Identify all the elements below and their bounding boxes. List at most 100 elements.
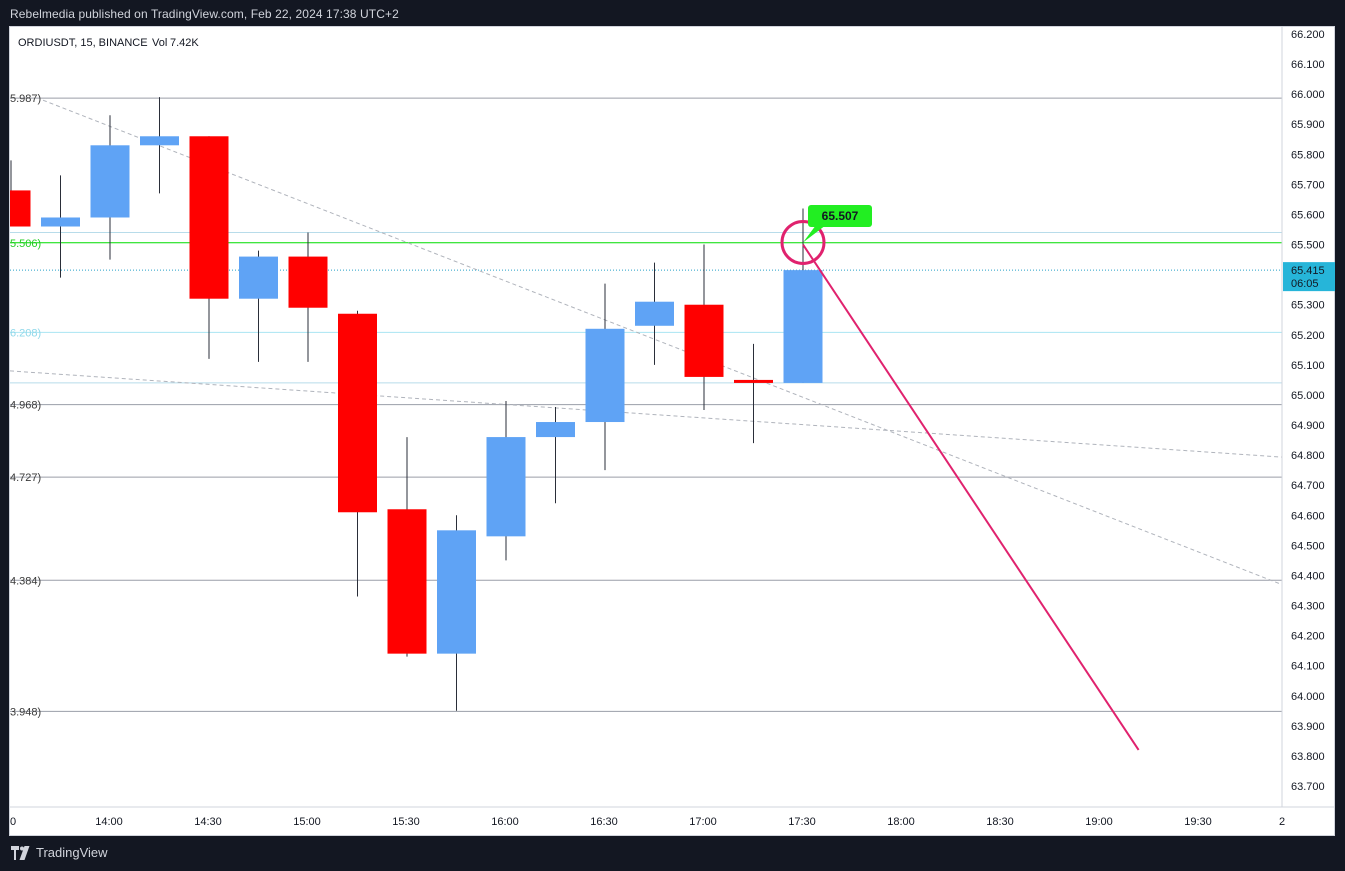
level-label: 4.968) — [10, 400, 41, 412]
price-axis-bg — [1282, 27, 1334, 807]
x-tick-label: 17:30 — [788, 816, 816, 828]
y-tick-label: 64.100 — [1291, 661, 1325, 673]
y-tick-label: 65.800 — [1291, 149, 1325, 161]
y-tick-label: 65.000 — [1291, 390, 1325, 402]
x-tick-label: 14:00 — [95, 816, 123, 828]
level-label: 5.987) — [10, 93, 41, 105]
candle[interactable] — [734, 343, 773, 444]
level-label: 4.727) — [10, 472, 41, 484]
y-tick-label: 65.100 — [1291, 360, 1325, 372]
annotations[interactable]: 65.507 — [780, 205, 1140, 751]
footer-brand: TradingView — [36, 845, 108, 860]
y-tick-label: 65.300 — [1291, 300, 1325, 312]
y-tick-label: 64.900 — [1291, 420, 1325, 432]
y-tick-label: 66.000 — [1291, 89, 1325, 101]
y-tick-label: 65.700 — [1291, 179, 1325, 191]
candle-body — [734, 379, 773, 383]
projection-arrow[interactable] — [802, 244, 1140, 751]
candle-body — [783, 270, 823, 383]
y-tick-label: 64.000 — [1291, 691, 1325, 703]
y-tick-label: 64.800 — [1291, 450, 1325, 462]
volume-label: Vol — [152, 37, 167, 49]
candle[interactable] — [90, 115, 130, 260]
candle[interactable] — [140, 97, 179, 194]
candle[interactable] — [239, 250, 278, 362]
candle-body — [140, 136, 179, 146]
current-price-label: 65.415 — [1291, 265, 1325, 277]
axes[interactable]: 66.200 66.100 66.000 65.900 65.800 65.700 65.6… — [10, 27, 1335, 828]
x-tick-label: 18:30 — [986, 816, 1014, 828]
candles[interactable] — [10, 97, 823, 711]
x-tick-label: 2 — [1279, 816, 1285, 828]
x-tick-label: 19:30 — [1184, 816, 1212, 828]
callout-badge[interactable] — [808, 205, 872, 227]
highlight-circle[interactable] — [780, 219, 826, 265]
y-tick-label: 63.700 — [1291, 781, 1325, 793]
tradingview-logo-icon — [11, 845, 30, 860]
x-tick-label: 15:00 — [293, 816, 321, 828]
candle[interactable] — [536, 406, 575, 504]
level-labels: 5.987) 5.506) 6.208) 4.968) 4.727) 4.384) 3.94… — [10, 93, 41, 718]
candle-body — [437, 530, 476, 654]
level-label: 4.384) — [10, 575, 41, 587]
candle-body — [585, 328, 625, 423]
x-tick-label: 16:00 — [491, 816, 519, 828]
candle-body — [10, 190, 31, 227]
volume-value: 7.42K — [170, 37, 199, 49]
candle[interactable] — [783, 208, 823, 383]
candle-body — [387, 509, 427, 654]
x-tick-label: 15:30 — [392, 816, 420, 828]
countdown-label: 06:05 — [1291, 278, 1319, 290]
candle-body — [486, 437, 526, 537]
x-tick-label: 14:30 — [194, 816, 222, 828]
trendlines[interactable] — [9, 99, 1298, 591]
candle[interactable] — [387, 437, 427, 657]
candle[interactable] — [41, 175, 80, 278]
candle[interactable] — [684, 244, 724, 410]
candle[interactable] — [10, 160, 31, 227]
level-label: 5.506) — [10, 238, 41, 250]
trendline[interactable] — [9, 370, 1298, 459]
candle-body — [635, 301, 674, 326]
y-tick-label: 63.900 — [1291, 721, 1325, 733]
symbol-label[interactable]: ORDIUSDT, 15, BINANCE — [18, 37, 148, 49]
candle[interactable] — [338, 310, 377, 597]
x-tick-label: 16:30 — [590, 816, 618, 828]
x-tick-label: 18:00 — [887, 816, 915, 828]
level-label: 6.208) — [10, 327, 41, 339]
y-tick-label: 64.500 — [1291, 540, 1325, 552]
symbol-legend[interactable]: ORDIUSDT, 15, BINANCE Vol 7.42K — [18, 37, 199, 49]
candle-body — [288, 256, 328, 308]
candle-body — [41, 217, 80, 227]
y-tick-label: 64.300 — [1291, 601, 1325, 613]
candle[interactable] — [288, 232, 328, 362]
candle-body — [684, 304, 724, 377]
candle[interactable] — [585, 283, 625, 471]
trendline[interactable] — [42, 99, 1298, 591]
x-tick-label: 17:00 — [689, 816, 717, 828]
y-tick-label: 65.500 — [1291, 240, 1325, 252]
footer: TradingView — [11, 845, 108, 860]
y-tick-label: 64.700 — [1291, 480, 1325, 492]
y-tick-label: 65.900 — [1291, 119, 1325, 131]
candle-body — [90, 145, 130, 218]
candle-body — [239, 256, 278, 299]
chart-frame[interactable] — [9, 26, 1335, 836]
candle[interactable] — [486, 400, 526, 561]
x-tick-label: 0 — [10, 816, 16, 828]
callout-price-label: 65.507 — [822, 209, 859, 223]
candle[interactable] — [189, 136, 229, 359]
y-tick-label: 65.600 — [1291, 209, 1325, 221]
current-price-badge[interactable] — [1283, 262, 1335, 292]
level-label: 3.948) — [10, 706, 41, 718]
y-tick-label: 65.200 — [1291, 330, 1325, 342]
y-tick-label: 64.600 — [1291, 510, 1325, 522]
level-lines — [10, 97, 1282, 712]
candle-body — [189, 136, 229, 299]
candle[interactable] — [437, 515, 476, 711]
y-tick-label: 66.200 — [1291, 29, 1325, 41]
candle[interactable] — [635, 262, 674, 365]
candle-body — [338, 313, 377, 513]
